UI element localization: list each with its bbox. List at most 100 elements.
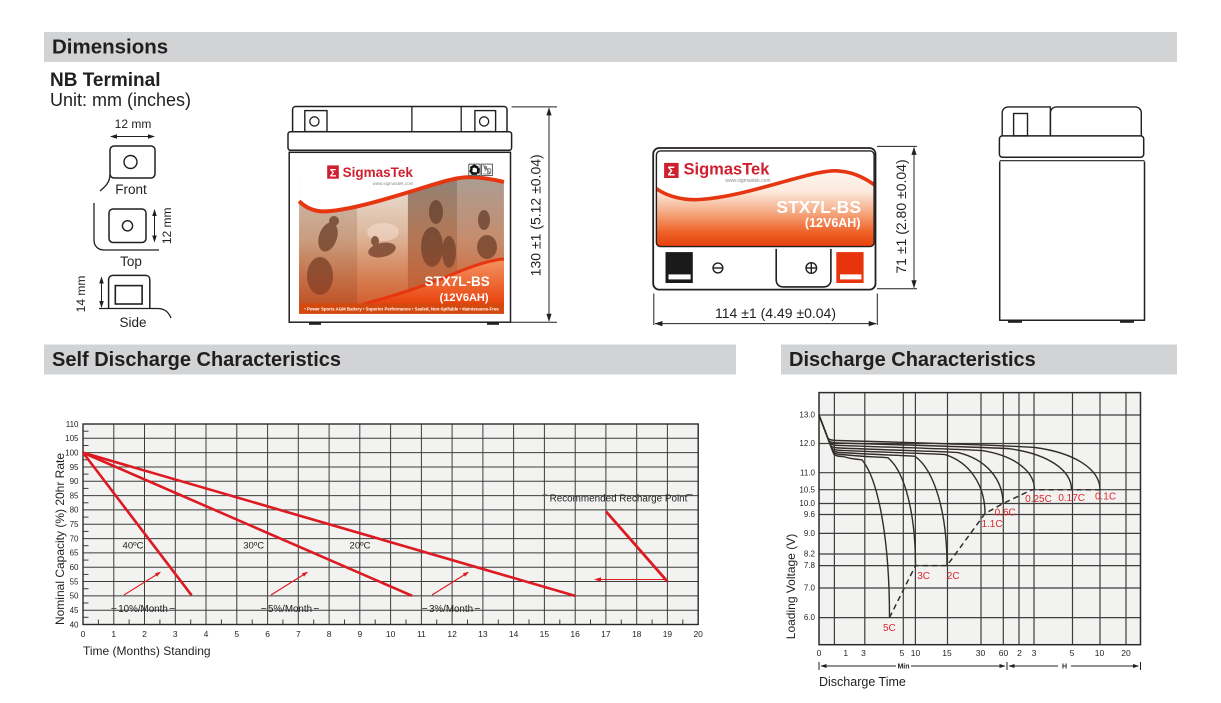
svg-text:0.25C: 0.25C [1025, 494, 1052, 505]
svg-text:STX7L-BS: STX7L-BS [776, 197, 861, 217]
svg-text:H: H [1062, 664, 1067, 671]
svg-text:9: 9 [357, 629, 362, 639]
svg-text:5: 5 [900, 648, 905, 658]
svg-text:www.sigmastek.com: www.sigmastek.com [725, 178, 770, 184]
svg-text:5: 5 [1070, 648, 1075, 658]
svg-text:20: 20 [1121, 648, 1131, 658]
svg-text:6: 6 [265, 629, 270, 639]
svg-text:12 mm: 12 mm [160, 207, 174, 244]
svg-text:9.6: 9.6 [804, 510, 816, 519]
svg-text:10.0: 10.0 [799, 499, 815, 508]
svg-text:70: 70 [70, 534, 79, 543]
svg-text:Side: Side [119, 315, 146, 330]
svg-text:90: 90 [70, 477, 79, 486]
svg-text:10: 10 [386, 629, 396, 639]
svg-text:95: 95 [70, 463, 79, 472]
svg-text:STX7L-BS: STX7L-BS [425, 274, 490, 289]
svg-text:Self Discharge Characteristics: Self Discharge Characteristics [52, 349, 341, 371]
svg-text:30ºC: 30ºC [243, 541, 264, 552]
svg-text:Front: Front [115, 182, 147, 197]
svg-text:3C: 3C [917, 571, 930, 582]
svg-text:0.6C: 0.6C [995, 507, 1016, 518]
svg-text:NB Terminal: NB Terminal [50, 70, 161, 91]
svg-text:80: 80 [70, 506, 79, 515]
svg-text:Min: Min [897, 664, 909, 671]
svg-text:12: 12 [447, 629, 457, 639]
svg-text:60: 60 [70, 563, 79, 572]
svg-text:8: 8 [327, 629, 332, 639]
svg-text:10: 10 [1095, 648, 1105, 658]
svg-text:17: 17 [601, 629, 611, 639]
svg-text:12.0: 12.0 [799, 439, 815, 448]
svg-text:100: 100 [65, 448, 79, 457]
svg-text:5: 5 [234, 629, 239, 639]
svg-text:SigmasTek: SigmasTek [684, 160, 771, 178]
svg-text:3: 3 [1032, 648, 1037, 658]
svg-text:0.17C: 0.17C [1058, 493, 1085, 504]
svg-text:Σ: Σ [668, 165, 676, 179]
svg-text:7.8: 7.8 [804, 561, 816, 570]
svg-text:10%/Month: 10%/Month [118, 604, 168, 615]
svg-text:0.1C: 0.1C [1095, 492, 1116, 503]
svg-text:130 ±1 (5.12 ±0.04): 130 ±1 (5.12 ±0.04) [528, 154, 544, 276]
svg-text:40ºC: 40ºC [123, 541, 144, 552]
svg-text:(12V6AH): (12V6AH) [805, 216, 861, 230]
svg-text:Recommended Recharge Point: Recommended Recharge Point [550, 493, 688, 504]
svg-text:30: 30 [976, 648, 986, 658]
svg-text:9.0: 9.0 [804, 529, 816, 538]
svg-text:18: 18 [632, 629, 642, 639]
svg-text:1.1C: 1.1C [981, 519, 1002, 530]
svg-text:www.sigmastek.com: www.sigmastek.com [373, 181, 414, 186]
svg-text:7: 7 [296, 629, 301, 639]
svg-text:8.2: 8.2 [804, 550, 816, 559]
svg-text:16: 16 [570, 629, 580, 639]
svg-text:1: 1 [843, 648, 848, 658]
svg-text:Top: Top [120, 254, 142, 269]
svg-text:14 mm: 14 mm [74, 276, 88, 313]
svg-text:15: 15 [540, 629, 550, 639]
svg-text:45: 45 [70, 606, 79, 615]
svg-text:5%/Month: 5%/Month [268, 604, 312, 615]
svg-text:5C: 5C [883, 623, 896, 634]
svg-text:• Power Sports AGM Battery •: • Power Sports AGM Battery • Superior Pe… [304, 307, 499, 312]
svg-text:20ºC: 20ºC [350, 541, 371, 552]
svg-text:0: 0 [817, 648, 822, 658]
svg-text:2C: 2C [947, 571, 960, 582]
svg-text:Dimensions: Dimensions [52, 36, 168, 59]
svg-text:12 mm: 12 mm [115, 117, 152, 131]
svg-text:Σ: Σ [330, 167, 337, 179]
svg-text:50: 50 [70, 592, 79, 601]
svg-text:105: 105 [65, 434, 79, 443]
svg-text:7.0: 7.0 [804, 584, 816, 593]
svg-text:65: 65 [70, 549, 79, 558]
svg-text:Loading Voltage (V): Loading Voltage (V) [784, 534, 798, 639]
svg-text:11.0: 11.0 [800, 468, 816, 477]
svg-text:0: 0 [81, 629, 86, 639]
svg-text:85: 85 [70, 491, 79, 500]
svg-text:6.0: 6.0 [804, 613, 816, 622]
svg-text:Unit: mm (inches): Unit: mm (inches) [50, 90, 191, 110]
svg-text:71 ±1 (2.80 ±0.04): 71 ±1 (2.80 ±0.04) [893, 159, 909, 273]
svg-text:15: 15 [942, 648, 952, 658]
svg-text:10: 10 [911, 648, 921, 658]
svg-text:2: 2 [1017, 648, 1022, 658]
svg-text:114 ±1 (4.49 ±0.04): 114 ±1 (4.49 ±0.04) [715, 305, 836, 321]
svg-text:11: 11 [417, 629, 426, 639]
svg-text:Nominal Capacity (%) 20hr Rate: Nominal Capacity (%) 20hr Rate [53, 453, 67, 625]
svg-text:Discharge Time: Discharge Time [819, 675, 906, 689]
svg-text:1: 1 [111, 629, 116, 639]
svg-text:10.5: 10.5 [799, 485, 815, 494]
svg-text:110: 110 [66, 420, 79, 429]
svg-text:Time (Months) Standing: Time (Months) Standing [83, 644, 211, 658]
svg-text:3%/Month: 3%/Month [429, 604, 473, 615]
svg-text:(12V6AH): (12V6AH) [440, 292, 489, 304]
svg-text:75: 75 [70, 520, 79, 529]
svg-text:20: 20 [693, 629, 703, 639]
svg-text:Discharge Characteristics: Discharge Characteristics [789, 349, 1036, 371]
svg-text:13.0: 13.0 [799, 411, 815, 420]
svg-text:3: 3 [861, 648, 866, 658]
svg-text:14: 14 [509, 629, 519, 639]
svg-text:19: 19 [663, 629, 673, 639]
svg-text:40: 40 [70, 620, 79, 629]
svg-text:SigmasTek: SigmasTek [343, 165, 414, 180]
